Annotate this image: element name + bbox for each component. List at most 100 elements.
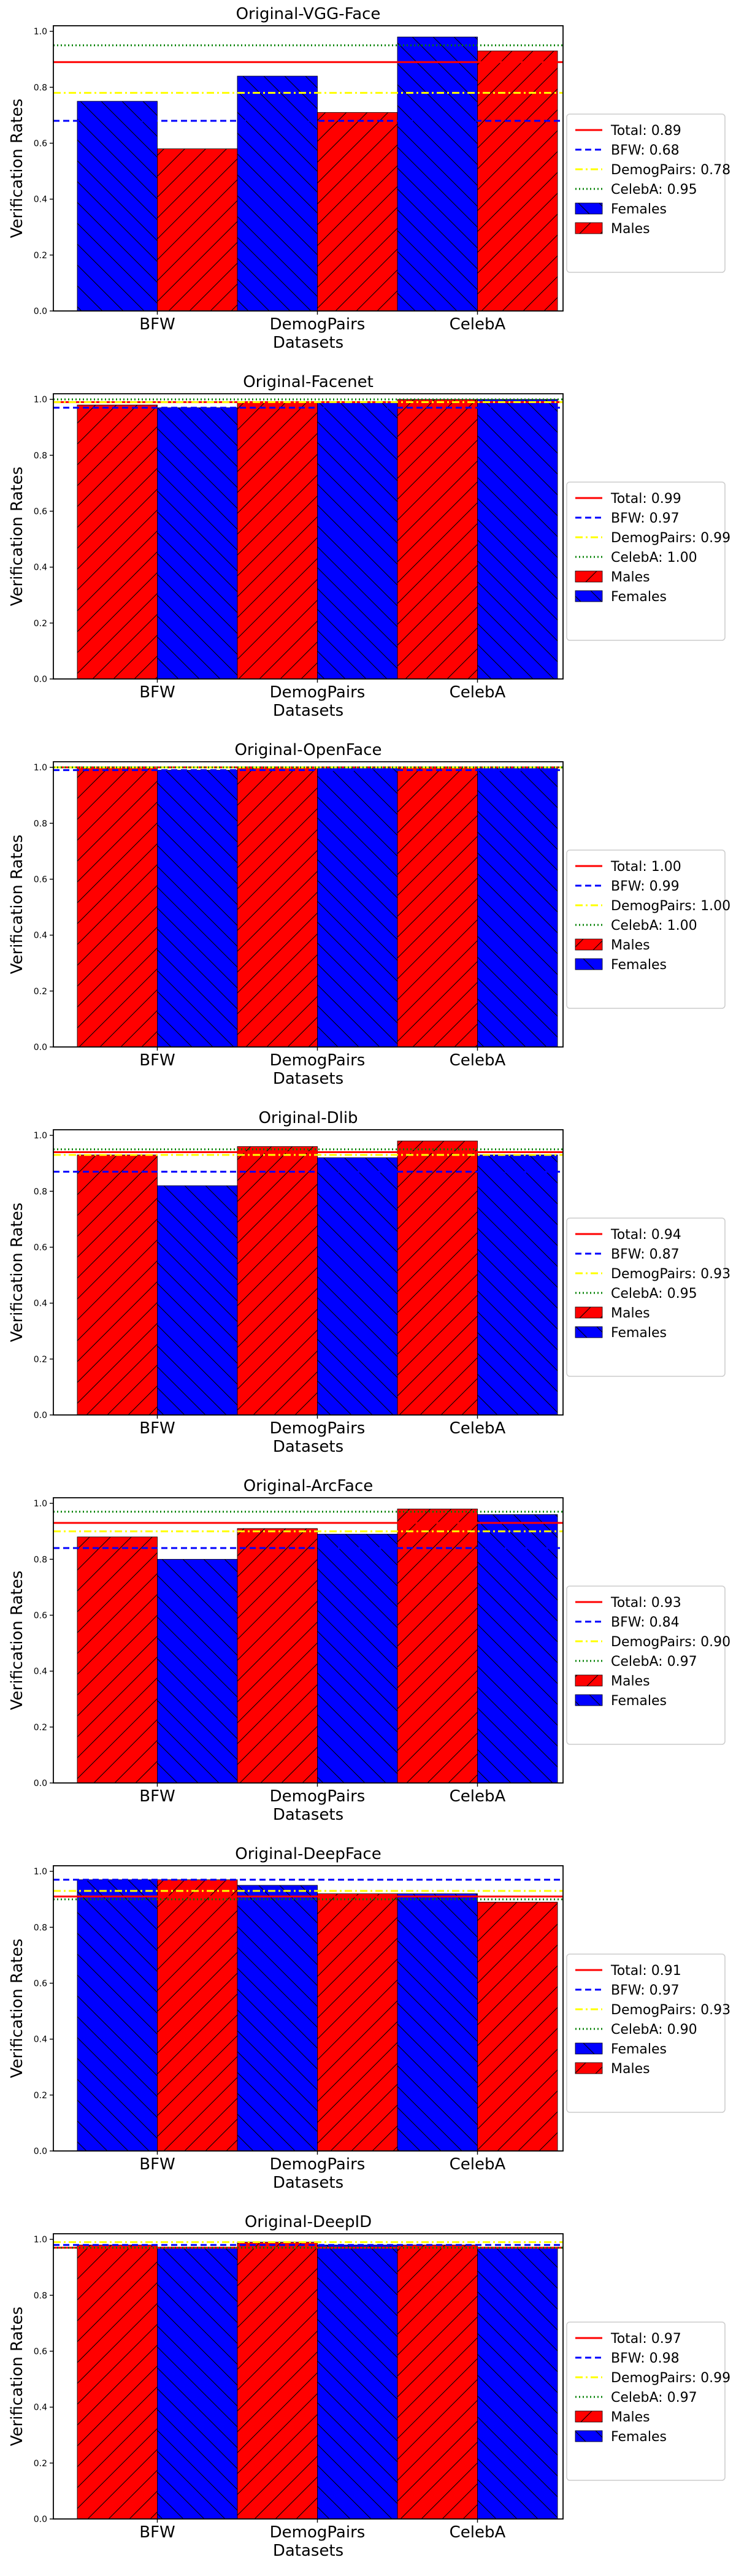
y-tick-label: 1.0	[34, 1131, 47, 1141]
legend: Total: 0.93 BFW: 0.84 DemogPairs: 0.90 Cele…	[566, 1585, 730, 1745]
x-axis-label: Datasets	[273, 2174, 343, 2192]
bar-females-bfw	[157, 1558, 238, 1784]
y-tick-label: 0.8	[34, 83, 47, 93]
chart-panel: Original-ArcFace 0.0 0.2 0.4 0.6 0.8 1.0 BFW Dem…	[8, 1477, 730, 1824]
bar-males-demogpairs	[317, 112, 398, 312]
x-tick-label: DemogPairs	[270, 315, 366, 334]
x-tick-label: CelebA	[450, 1051, 506, 1070]
bar-males-demogpairs	[237, 767, 318, 1048]
legend: Total: 0.99 BFW: 0.97 DemogPairs: 0.99 Cele…	[566, 481, 730, 641]
legend: Total: 1.00 BFW: 0.99 DemogPairs: 1.00 Cele…	[566, 849, 730, 1009]
legend-label: Males	[611, 2061, 650, 2077]
chart-panel: Original-DeepFace 0.0 0.2 0.4 0.6 0.8 1.0 BFW De…	[8, 1845, 730, 2192]
legend-bar-swatch	[575, 938, 603, 951]
bar-females-bfw	[157, 1185, 238, 1416]
y-axis-label: Verification Rates	[8, 1939, 26, 2079]
y-tick-label: 0.2	[34, 619, 47, 629]
y-tick-label: 0.0	[34, 675, 47, 684]
bar-males-celeba	[397, 2244, 478, 2520]
legend-bar-swatch	[575, 2062, 603, 2074]
bar-males-bfw	[77, 404, 158, 680]
bar-males-demogpairs	[237, 2242, 318, 2520]
legend-label: CelebA: 0.97	[611, 2390, 697, 2405]
x-tick-label: DemogPairs	[270, 2155, 366, 2174]
bar-males-celeba	[397, 767, 478, 1048]
legend-label: BFW: 0.97	[611, 511, 680, 526]
y-tick-label: 0.8	[34, 819, 47, 829]
x-axis-label: Datasets	[273, 1438, 343, 1456]
legend-label: BFW: 0.68	[611, 143, 680, 158]
x-tick-label: DemogPairs	[270, 683, 366, 702]
y-tick-label: 0.8	[34, 1555, 47, 1565]
legend-bar-swatch	[575, 958, 603, 970]
bar-females-celeba	[477, 2247, 558, 2520]
legend-label: Females	[611, 589, 667, 605]
y-tick-label: 0.4	[34, 2035, 47, 2045]
legend-label: Total: 0.99	[610, 491, 681, 507]
y-tick-label: 0.0	[34, 1411, 47, 1420]
plot-frame	[53, 393, 564, 680]
legend-box	[566, 481, 726, 641]
y-tick-label: 0.0	[34, 1043, 47, 1052]
y-tick-label: 0.0	[34, 2147, 47, 2156]
legend-label: Males	[611, 1306, 650, 1321]
chart-title: Original-DeepID	[245, 2213, 372, 2231]
legend: Total: 0.89 BFW: 0.68 DemogPairs: 0.78 Cele…	[566, 113, 730, 273]
legend-label: CelebA: 0.90	[611, 2022, 697, 2037]
chart-title: Original-OpenFace	[234, 741, 381, 759]
bar-males-celeba	[477, 50, 558, 312]
y-tick-label: 0.2	[34, 987, 47, 997]
x-tick-label: BFW	[139, 1787, 175, 1806]
bar-females-bfw	[157, 770, 238, 1048]
x-tick-label: BFW	[139, 315, 175, 334]
legend-label: Total: 0.91	[610, 1963, 681, 1979]
plot-frame	[53, 2233, 564, 2520]
y-tick-label: 1.0	[34, 1867, 47, 1877]
legend-bar-swatch	[575, 1694, 603, 1706]
chart-panel: Original-Facenet 0.0 0.2 0.4 0.6 0.8 1.0 BFW Dem…	[8, 373, 730, 720]
y-tick-label: 0.8	[34, 2291, 47, 2301]
bar-females-demogpairs	[317, 767, 398, 1048]
legend-label: Females	[611, 2429, 667, 2445]
y-tick-label: 0.2	[34, 1355, 47, 1365]
legend-label: Total: 1.00	[610, 859, 681, 875]
bar-males-bfw	[77, 2244, 158, 2520]
y-tick-label: 0.2	[34, 2459, 47, 2469]
legend-label: Males	[611, 221, 650, 237]
y-tick-label: 0.8	[34, 451, 47, 461]
legend-box	[566, 113, 726, 273]
y-tick-label: 0.2	[34, 1723, 47, 1733]
bar-males-demogpairs	[237, 1146, 318, 1416]
x-tick-label: BFW	[139, 2155, 175, 2174]
legend-label: DemogPairs: 0.93	[611, 1267, 730, 1282]
bar-females-demogpairs	[237, 75, 318, 312]
x-axis-label: Datasets	[273, 1806, 343, 1824]
x-tick-label: DemogPairs	[270, 1787, 366, 1806]
legend: Total: 0.94 BFW: 0.87 DemogPairs: 0.93 Cele…	[566, 1217, 730, 1377]
bar-females-bfw	[77, 1879, 158, 2152]
x-axis-label: Datasets	[273, 334, 343, 352]
bar-females-demogpairs	[317, 1157, 398, 1416]
legend: Total: 0.91 BFW: 0.97 DemogPairs: 0.93 Cele…	[566, 1953, 730, 2113]
legend-label: DemogPairs: 0.99	[611, 2371, 730, 2386]
bar-females-celeba	[477, 399, 558, 680]
y-tick-label: 0.0	[34, 307, 47, 316]
plot-frame	[53, 1497, 564, 1784]
bar-males-celeba	[477, 1901, 558, 2152]
charts-root: Original-VGG-Face 0.0 0.2 0.4 0.6 0.8 1.0 BFW De…	[8, 5, 730, 2560]
legend-bar-swatch	[575, 222, 603, 234]
bar-males-demogpairs	[237, 402, 318, 680]
x-tick-label: CelebA	[450, 683, 506, 702]
chart-panel: Original-OpenFace 0.0 0.2 0.4 0.6 0.8 1.0 BFW De…	[8, 741, 730, 1088]
y-tick-label: 0.6	[34, 1243, 47, 1252]
chart-title: Original-Dlib	[258, 1109, 358, 1127]
legend-label: Females	[611, 1693, 667, 1709]
bar-males-bfw	[77, 767, 158, 1048]
legend-label: Males	[611, 570, 650, 585]
y-axis-label: Verification Rates	[8, 835, 26, 975]
chart-title: Original-DeepFace	[235, 1845, 381, 1863]
x-tick-label: CelebA	[450, 1787, 506, 1806]
bar-females-celeba	[397, 36, 478, 312]
bar-females-bfw	[77, 101, 158, 312]
